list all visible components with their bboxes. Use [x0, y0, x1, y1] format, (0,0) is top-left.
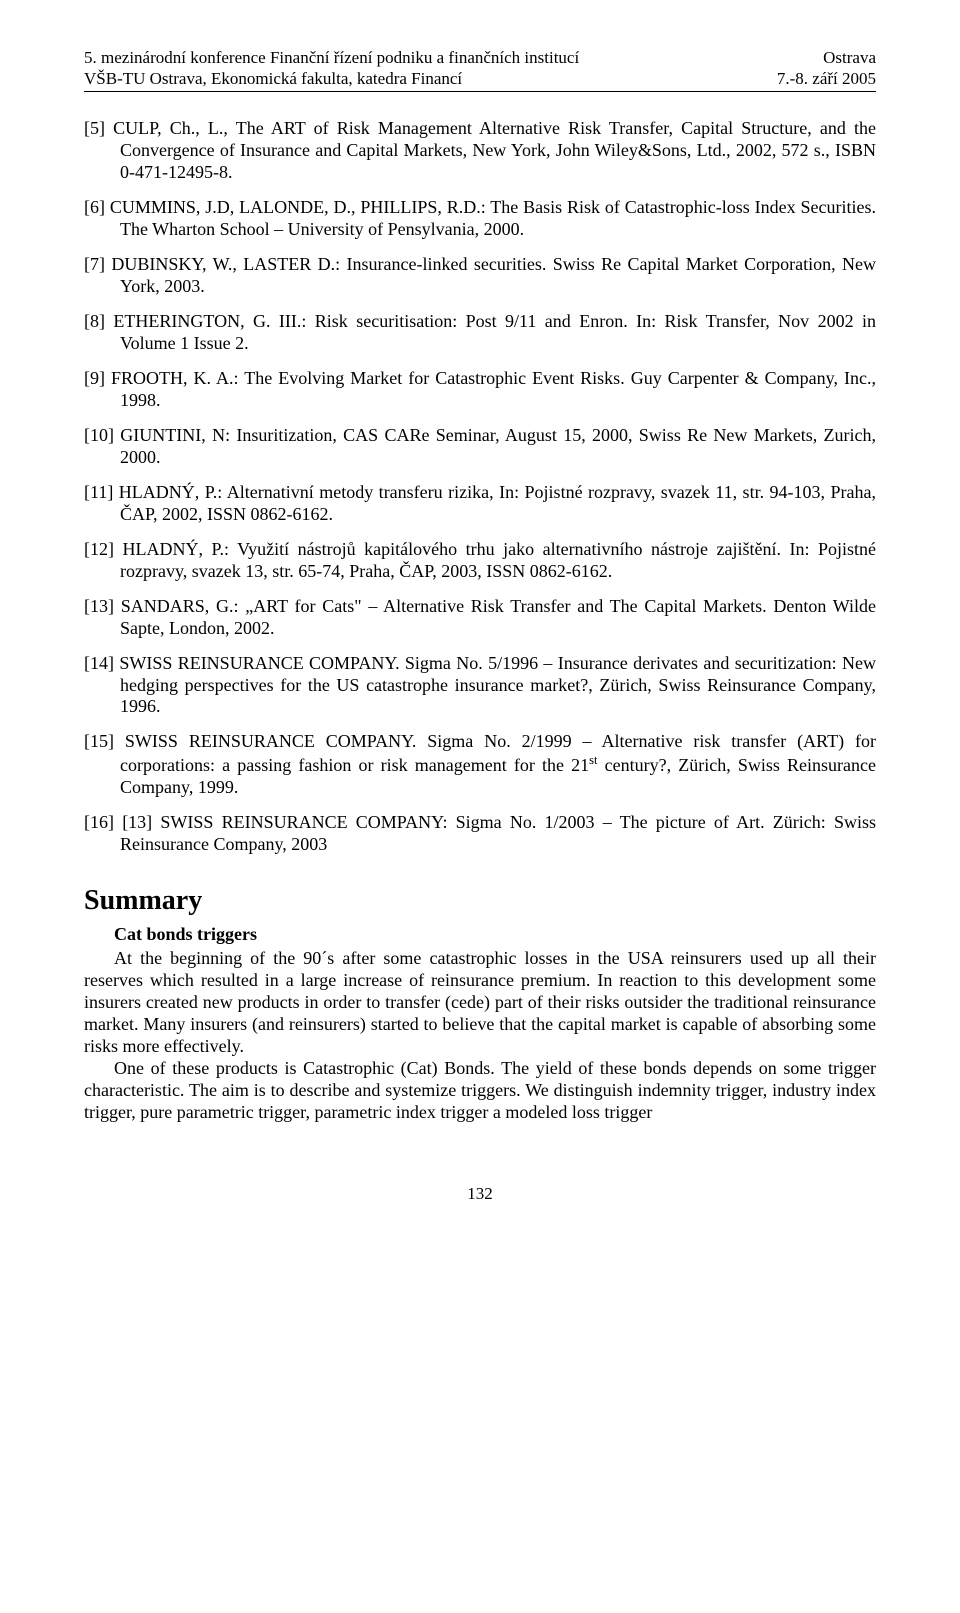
- reference-number: [6]: [84, 197, 105, 217]
- reference-number: [13]: [84, 596, 114, 616]
- reference-number: [11]: [84, 482, 113, 502]
- reference-number: [5]: [84, 118, 105, 138]
- references-list: [5] CULP, Ch., L., The ART of Risk Manag…: [84, 118, 876, 856]
- header-title: 5. mezinárodní konference Finanční řízen…: [84, 48, 579, 69]
- header-date: 7.-8. září 2005: [777, 69, 876, 90]
- reference-item: [5] CULP, Ch., L., The ART of Risk Manag…: [84, 118, 876, 184]
- reference-item: [9] FROOTH, K. A.: The Evolving Market f…: [84, 368, 876, 412]
- summary-paragraph: At the beginning of the 90´s after some …: [84, 948, 876, 1058]
- summary-paragraph: One of these products is Catastrophic (C…: [84, 1058, 876, 1124]
- summary-heading: Summary: [84, 884, 876, 918]
- reference-number: [10]: [84, 425, 114, 445]
- reference-item: [8] ETHERINGTON, G. III.: Risk securitis…: [84, 311, 876, 355]
- reference-number: [8]: [84, 311, 105, 331]
- reference-item: [7] DUBINSKY, W., LASTER D.: Insurance-l…: [84, 254, 876, 298]
- reference-item: [14] SWISS REINSURANCE COMPANY. Sigma No…: [84, 653, 876, 719]
- summary-subtitle: Cat bonds triggers: [114, 924, 876, 946]
- page-number: 132: [84, 1184, 876, 1205]
- reference-number: [16]: [84, 812, 114, 832]
- reference-number: [12]: [84, 539, 114, 559]
- header-subtitle: VŠB-TU Ostrava, Ekonomická fakulta, kate…: [84, 69, 579, 90]
- reference-number: [14]: [84, 653, 114, 673]
- page-header: 5. mezinárodní konference Finanční řízen…: [84, 48, 876, 92]
- reference-item: [6] CUMMINS, J.D, LALONDE, D., PHILLIPS,…: [84, 197, 876, 241]
- reference-item: [13] SANDARS, G.: „ART for Cats" – Alter…: [84, 596, 876, 640]
- reference-item: [12] HLADNÝ, P.: Využití nástrojů kapitá…: [84, 539, 876, 583]
- reference-number: [15]: [84, 731, 114, 751]
- reference-number: [7]: [84, 254, 105, 274]
- reference-item: [15] SWISS REINSURANCE COMPANY. Sigma No…: [84, 731, 876, 799]
- reference-item: [16] [13] SWISS REINSURANCE COMPANY: Sig…: [84, 812, 876, 856]
- reference-number: [9]: [84, 368, 105, 388]
- reference-item: [11] HLADNÝ, P.: Alternativní metody tra…: [84, 482, 876, 526]
- header-location: Ostrava: [777, 48, 876, 69]
- reference-item: [10] GIUNTINI, N: Insuritization, CAS CA…: [84, 425, 876, 469]
